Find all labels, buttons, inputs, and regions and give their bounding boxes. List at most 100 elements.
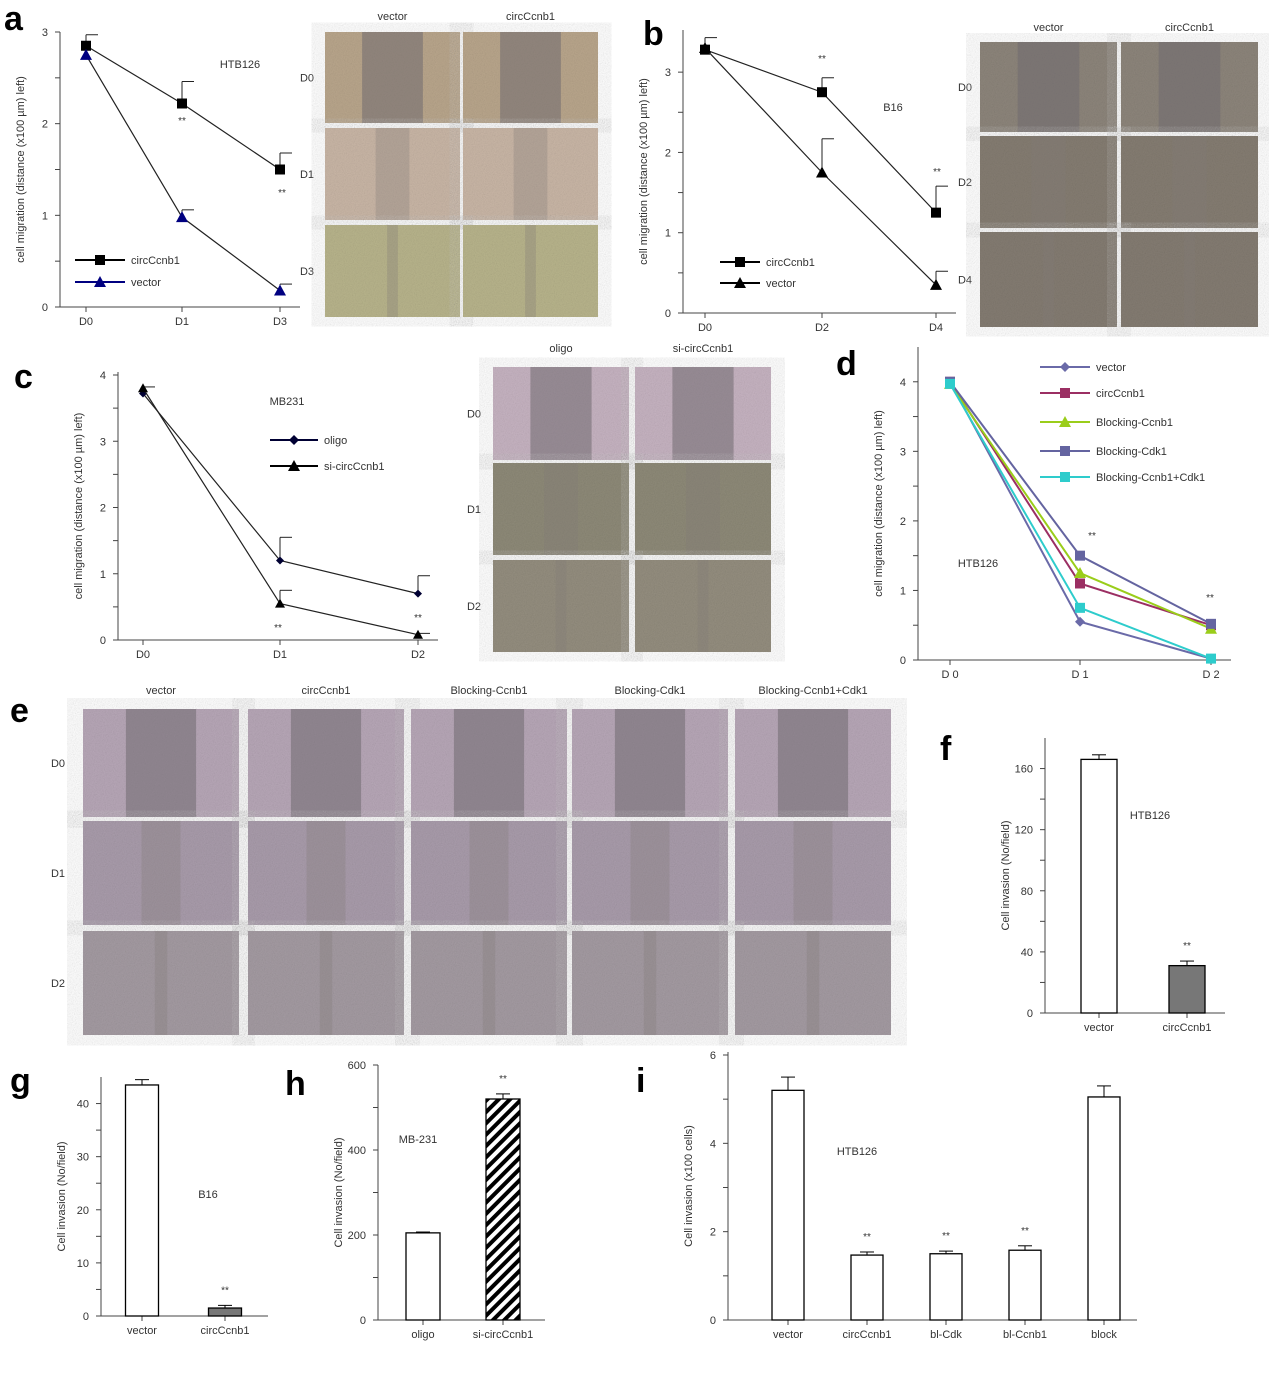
significance-marker: ** <box>499 1074 507 1085</box>
annotation-label: MB231 <box>270 396 305 408</box>
cell-field <box>735 821 891 925</box>
legend-label: vector <box>766 278 796 290</box>
y-tick-label: 2 <box>900 516 906 528</box>
bar <box>485 1098 521 1321</box>
bar <box>850 1254 884 1321</box>
data-point <box>275 164 285 175</box>
panel-letter-g: g <box>10 1062 31 1100</box>
scratch-gap <box>1158 42 1221 132</box>
legend-label: si-circCcnb1 <box>324 461 385 473</box>
y-tick-label: 3 <box>100 436 106 448</box>
legend-label: circCcnb1 <box>766 257 815 269</box>
annotation-label: HTB126 <box>958 558 998 570</box>
micrograph-image <box>325 128 460 220</box>
cell-field <box>493 560 629 652</box>
series-si-circCcnb1 <box>138 383 430 639</box>
y-tick-label: 4 <box>710 1138 716 1150</box>
panel-letter-b: b <box>643 15 664 53</box>
y-axis-label: Cell invasion (No/field) <box>333 1137 345 1247</box>
scratch-gap <box>1043 232 1054 327</box>
bar <box>405 1232 441 1321</box>
y-tick-label: 6 <box>710 1050 716 1062</box>
chart-i: 0 2 4 6 vector circCcnb1 bl-Cdk bl-Ccnb1 block Ce… <box>683 1050 1137 1341</box>
y-tick-label: 120 <box>1015 825 1033 837</box>
cell-field <box>735 931 891 1035</box>
series-line <box>704 47 937 286</box>
data-point <box>1075 616 1085 627</box>
y-tick-label: 30 <box>77 1152 89 1164</box>
legend-label: circCcnb1 <box>1096 388 1145 400</box>
micrograph-panel-e: vector circCcnb1 Blocking-Ccnb1 Blocking-Cd… <box>51 685 891 1035</box>
data-point <box>1074 567 1086 579</box>
y-tick-label: 0 <box>83 1311 89 1323</box>
data-point <box>1206 653 1216 664</box>
scratch-gap <box>469 821 509 925</box>
significance-marker: ** <box>274 623 282 634</box>
row-label: D0 <box>958 82 972 94</box>
chart-b: 0 1 2 3 D0 D2 D4 cell migration (distance (x100… <box>638 30 956 334</box>
legend-entry: Blocking-Cdk1 <box>1040 446 1167 458</box>
row-label: D1 <box>300 169 314 181</box>
scratch-gap <box>453 709 525 817</box>
scratch-gap <box>630 821 670 925</box>
x-tick-label: D 0 <box>941 669 958 681</box>
cell-field <box>635 560 771 652</box>
micrograph-image <box>1121 136 1258 228</box>
data-point <box>945 378 955 389</box>
x-tick-label: bl-Ccnb1 <box>1003 1329 1047 1341</box>
y-axis-label: Cell invasion (No/field) <box>56 1141 68 1251</box>
annotation-label: HTB126 <box>1130 810 1170 822</box>
annotation-label: B16 <box>883 102 903 114</box>
y-tick-label: 400 <box>348 1145 366 1157</box>
data-point <box>176 211 188 223</box>
scratch-gap <box>1172 136 1207 228</box>
y-tick-label: 10 <box>77 1258 89 1270</box>
cell-field <box>572 931 728 1035</box>
bar <box>1008 1249 1042 1321</box>
row-label: D0 <box>467 409 481 421</box>
y-tick-label: 2 <box>100 503 106 515</box>
data-point <box>275 598 285 608</box>
cell-field <box>980 232 1117 327</box>
y-tick-label: 2 <box>665 147 671 159</box>
y-axis-label: cell migration (distance (x100 µm) left) <box>73 413 85 600</box>
y-axis-label: cell migration (distance (x100 µm) left) <box>15 76 27 263</box>
y-axis-label: cell migration (distance (x100 µm) left) <box>638 78 650 265</box>
x-tick-label: D1 <box>175 316 189 328</box>
column-label: Blocking-Ccnb1+Cdk1 <box>758 685 867 697</box>
scratch-gap <box>362 32 423 123</box>
bar <box>1168 964 1206 1014</box>
y-tick-label: 0 <box>42 302 48 314</box>
legend-entry: circCcnb1 <box>75 255 180 267</box>
data-point <box>276 556 284 565</box>
y-axis-label: Cell invasion (No/field) <box>1000 820 1012 930</box>
micrograph-image <box>83 931 239 1035</box>
cell-field <box>325 128 460 220</box>
column-label: vector <box>146 685 176 697</box>
scratch-gap <box>525 225 536 317</box>
scratch-gap <box>482 931 496 1035</box>
chart-h: 0 200 400 600 oligo si-circCcnb1 Cell invasion… <box>333 1060 545 1341</box>
data-point <box>414 589 422 598</box>
panel-letter-a: a <box>4 0 24 38</box>
significance-marker: ** <box>221 1285 229 1296</box>
y-tick-label: 0 <box>1027 1008 1033 1020</box>
micrograph-image <box>463 128 598 220</box>
column-label: vector <box>1034 22 1064 34</box>
x-tick-label: oligo <box>411 1329 434 1341</box>
column-label: Blocking-Cdk1 <box>615 685 686 697</box>
legend-marker <box>289 435 299 445</box>
scratch-gap <box>375 128 410 220</box>
micrograph-image <box>325 32 460 123</box>
significance-marker: ** <box>1088 531 1096 542</box>
row-label: D0 <box>51 758 65 770</box>
scratch-gap <box>1017 42 1080 132</box>
legend-marker <box>1060 446 1070 456</box>
micrograph-image <box>735 821 891 925</box>
cell-field <box>411 931 567 1035</box>
x-tick-label: vector <box>127 1325 157 1337</box>
micrograph-image <box>980 232 1117 327</box>
series-vector <box>699 42 948 290</box>
micrograph-panel-c: oligo si-circCcnb1 D0 D1 D2 <box>467 343 771 652</box>
